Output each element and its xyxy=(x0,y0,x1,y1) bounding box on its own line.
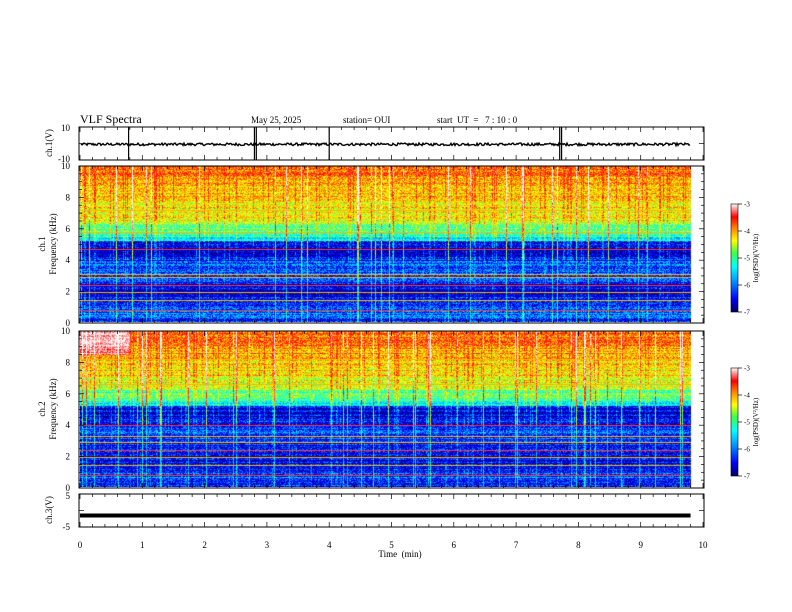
ch3-ytick-top: 5 xyxy=(66,491,71,501)
ch2-colorbar-label: log(PSD)(V²/Hz) xyxy=(752,397,760,446)
ch3-ytick-bottom: -5 xyxy=(63,522,71,532)
ch1-colorbar-ticks: -3 -4 -5 -6 -7 xyxy=(738,201,750,317)
start-time-label: start UT = 7 : 10 : 0 xyxy=(437,115,518,125)
colorbar-tick-label: -3 xyxy=(744,365,750,373)
ch1-ytick-bottom: -10 xyxy=(58,154,70,164)
time-tick-label: 6 xyxy=(452,540,457,550)
ch2-colorbar-ticks: -3 -4 -5 -6 -7 xyxy=(738,365,750,481)
ch3-ticks xyxy=(79,493,704,528)
ch1-colorbar-label: log(PSD)(V²/Hz) xyxy=(752,233,760,282)
frequency-tick-label: 0 xyxy=(66,318,71,328)
colorbar-tick-label: -7 xyxy=(744,309,750,317)
colorbar-tick-label: -7 xyxy=(744,473,750,481)
colorbar-tick-label: -4 xyxy=(744,228,750,236)
frequency-tick-label: 4 xyxy=(66,255,71,265)
frequency-tick-label: 10 xyxy=(61,326,71,336)
time-tick-label: 10 xyxy=(699,540,709,550)
time-tick-label: 3 xyxy=(265,540,270,550)
ch1-waveform-ylabel: ch.1(V) xyxy=(44,129,54,157)
frequency-tick-label: 2 xyxy=(66,287,71,297)
time-tick-label: 5 xyxy=(389,540,394,550)
frequency-tick-label: 6 xyxy=(66,389,71,399)
colorbar-tick-label: -5 xyxy=(744,419,750,427)
ch1-waveform-ticks xyxy=(79,126,704,161)
ch1-spectrogram-ylabel-channel: ch.1 xyxy=(37,236,47,251)
ch2-spectrogram-ticks: 0 2 4 6 8 10 xyxy=(61,326,704,493)
colorbar-tick-label: -4 xyxy=(744,392,750,400)
frequency-tick-label: 8 xyxy=(66,357,71,367)
colorbar-tick-label: -6 xyxy=(744,282,750,290)
time-tick-label: 4 xyxy=(327,540,332,550)
frequency-tick-label: 10 xyxy=(61,161,71,171)
ch1-colorbar xyxy=(730,203,739,313)
ch1-waveform-panel: 10 -10 ch.1(V) xyxy=(44,123,705,164)
time-tick-label: 7 xyxy=(514,540,519,550)
ch1-spectrogram-image xyxy=(80,166,703,322)
time-tick-label: 8 xyxy=(576,540,581,550)
figure-title: VLF Spectra xyxy=(80,112,142,126)
ch2-spectrogram-ylabel-frequency: Frequency (kHz) xyxy=(48,378,58,439)
frequency-tick-label: 6 xyxy=(66,224,71,234)
ch2-spectrogram-image xyxy=(80,331,703,487)
time-tick-label: 2 xyxy=(202,540,207,550)
ch1-spectrogram-ticks: 0 2 4 6 8 10 xyxy=(61,161,704,328)
frequency-tick-label: 0 xyxy=(66,483,71,493)
ch1-waveform-trace xyxy=(80,141,691,148)
date-label: May 25, 2025 xyxy=(251,115,302,125)
frequency-tick-label: 4 xyxy=(66,420,71,430)
time-axis-label: Time (min) xyxy=(378,549,421,559)
ch1-spectrogram-ylabel-frequency: Frequency (kHz) xyxy=(48,213,58,274)
colorbar-tick-label: -3 xyxy=(744,201,750,209)
frequency-tick-label: 8 xyxy=(66,192,71,202)
ch3-panel: 5 -5 ch.3(V) 0 1 2 3 4 5 6 7 8 9 10 Time (min) xyxy=(44,491,708,559)
ch1-ytick-top: 10 xyxy=(61,123,71,133)
colorbar-tick-label: -6 xyxy=(744,446,750,454)
time-tick-label: 1 xyxy=(140,540,145,550)
colorbar-tick-label: -5 xyxy=(744,255,750,263)
station-label: station= OUI xyxy=(343,115,390,125)
time-tick-label: 0 xyxy=(78,540,83,550)
ch3-ylabel: ch.3(V) xyxy=(44,496,54,524)
ch2-spectrogram-ylabel-channel: ch.2 xyxy=(37,401,47,416)
time-axis-tick-labels: 0 1 2 3 4 5 6 7 8 9 10 xyxy=(78,540,708,550)
ch2-colorbar xyxy=(730,367,739,477)
time-tick-label: 9 xyxy=(638,540,643,550)
frequency-tick-label: 2 xyxy=(66,452,71,462)
